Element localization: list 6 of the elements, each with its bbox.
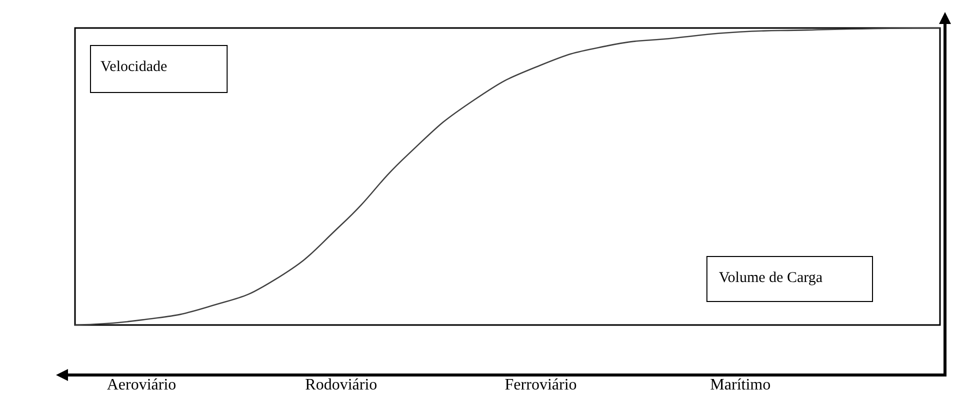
x-tick-label: Rodoviário bbox=[305, 376, 378, 394]
x-tick-label: Marítimo bbox=[710, 376, 771, 394]
annotation: Volume de Carga bbox=[718, 270, 823, 286]
x-tick-label: Ferroviário bbox=[504, 376, 577, 394]
x-tick-label: Aeroviário bbox=[106, 376, 176, 394]
annotation: Velocidade bbox=[100, 59, 168, 75]
